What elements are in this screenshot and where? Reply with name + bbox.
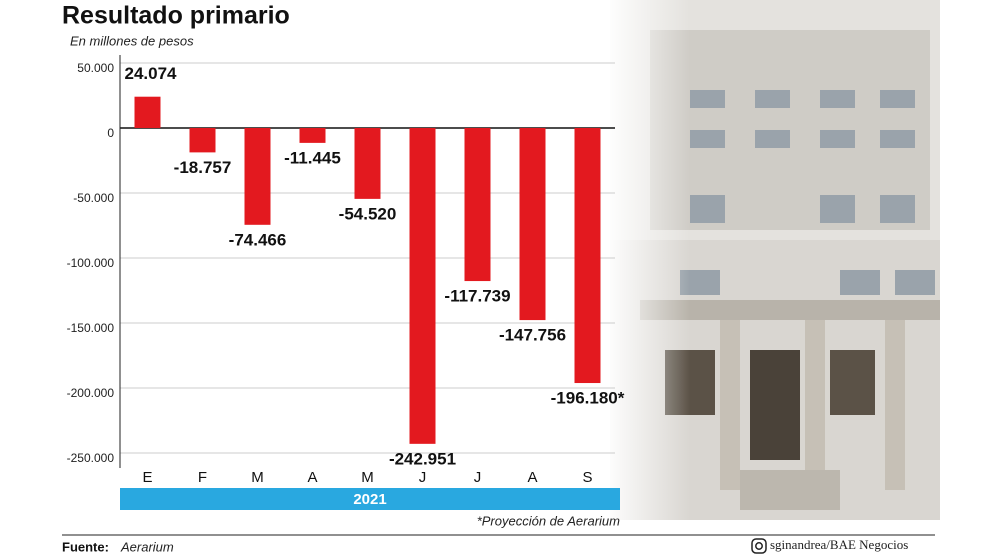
value-label: -196.180* [551, 389, 625, 408]
year-band [120, 488, 620, 510]
source: Aerarium [120, 539, 174, 554]
value-label: -117.739 [444, 287, 510, 306]
bar [244, 128, 271, 225]
y-tick-label: -100.000 [67, 256, 115, 270]
bar [464, 128, 491, 282]
year-label: 2021 [353, 491, 386, 508]
x-tick-label: F [198, 469, 207, 486]
value-label: -54.520 [339, 204, 397, 223]
x-tick-label: J [474, 469, 482, 486]
y-tick-label: 0 [107, 126, 114, 140]
x-tick-label: J [419, 469, 427, 486]
subtitle: En millones de pesos [70, 33, 194, 48]
chart-title: Resultado primario [62, 2, 290, 30]
bar [189, 128, 216, 153]
y-tick-label: -250.000 [67, 451, 115, 465]
x-tick-label: A [527, 469, 537, 486]
x-tick-label: E [142, 469, 152, 486]
background-photo [605, 0, 945, 520]
value-label: -18.757 [174, 158, 232, 177]
value-label: -74.466 [229, 230, 287, 249]
credit: sginandrea/BAE Negocios [770, 537, 908, 552]
source-label: Fuente: [62, 539, 109, 554]
bar [134, 96, 161, 128]
value-label: -147.756 [499, 326, 566, 345]
note: *Proyección de Aerarium [477, 513, 620, 528]
instagram-icon [751, 538, 767, 554]
y-tick-label: -200.000 [67, 386, 115, 400]
bar [299, 128, 326, 143]
y-tick-label: 50.000 [77, 61, 114, 75]
y-tick-label: -50.000 [73, 191, 114, 205]
value-label: -11.445 [284, 148, 341, 167]
value-label: -242.951 [389, 449, 456, 468]
bar [519, 128, 546, 321]
x-tick-label: M [251, 469, 264, 486]
x-tick-label: M [361, 469, 374, 486]
bar [354, 128, 381, 199]
value-label: 24.074 [125, 64, 178, 83]
x-tick-label: S [582, 469, 592, 486]
y-tick-label: -150.000 [67, 321, 115, 335]
bar [409, 128, 436, 444]
plot-area: 50.000 0 -50.000 -100.000 -150.000 -200.000 -2… [67, 61, 625, 486]
x-tick-label: A [307, 469, 317, 486]
bar [574, 128, 601, 384]
